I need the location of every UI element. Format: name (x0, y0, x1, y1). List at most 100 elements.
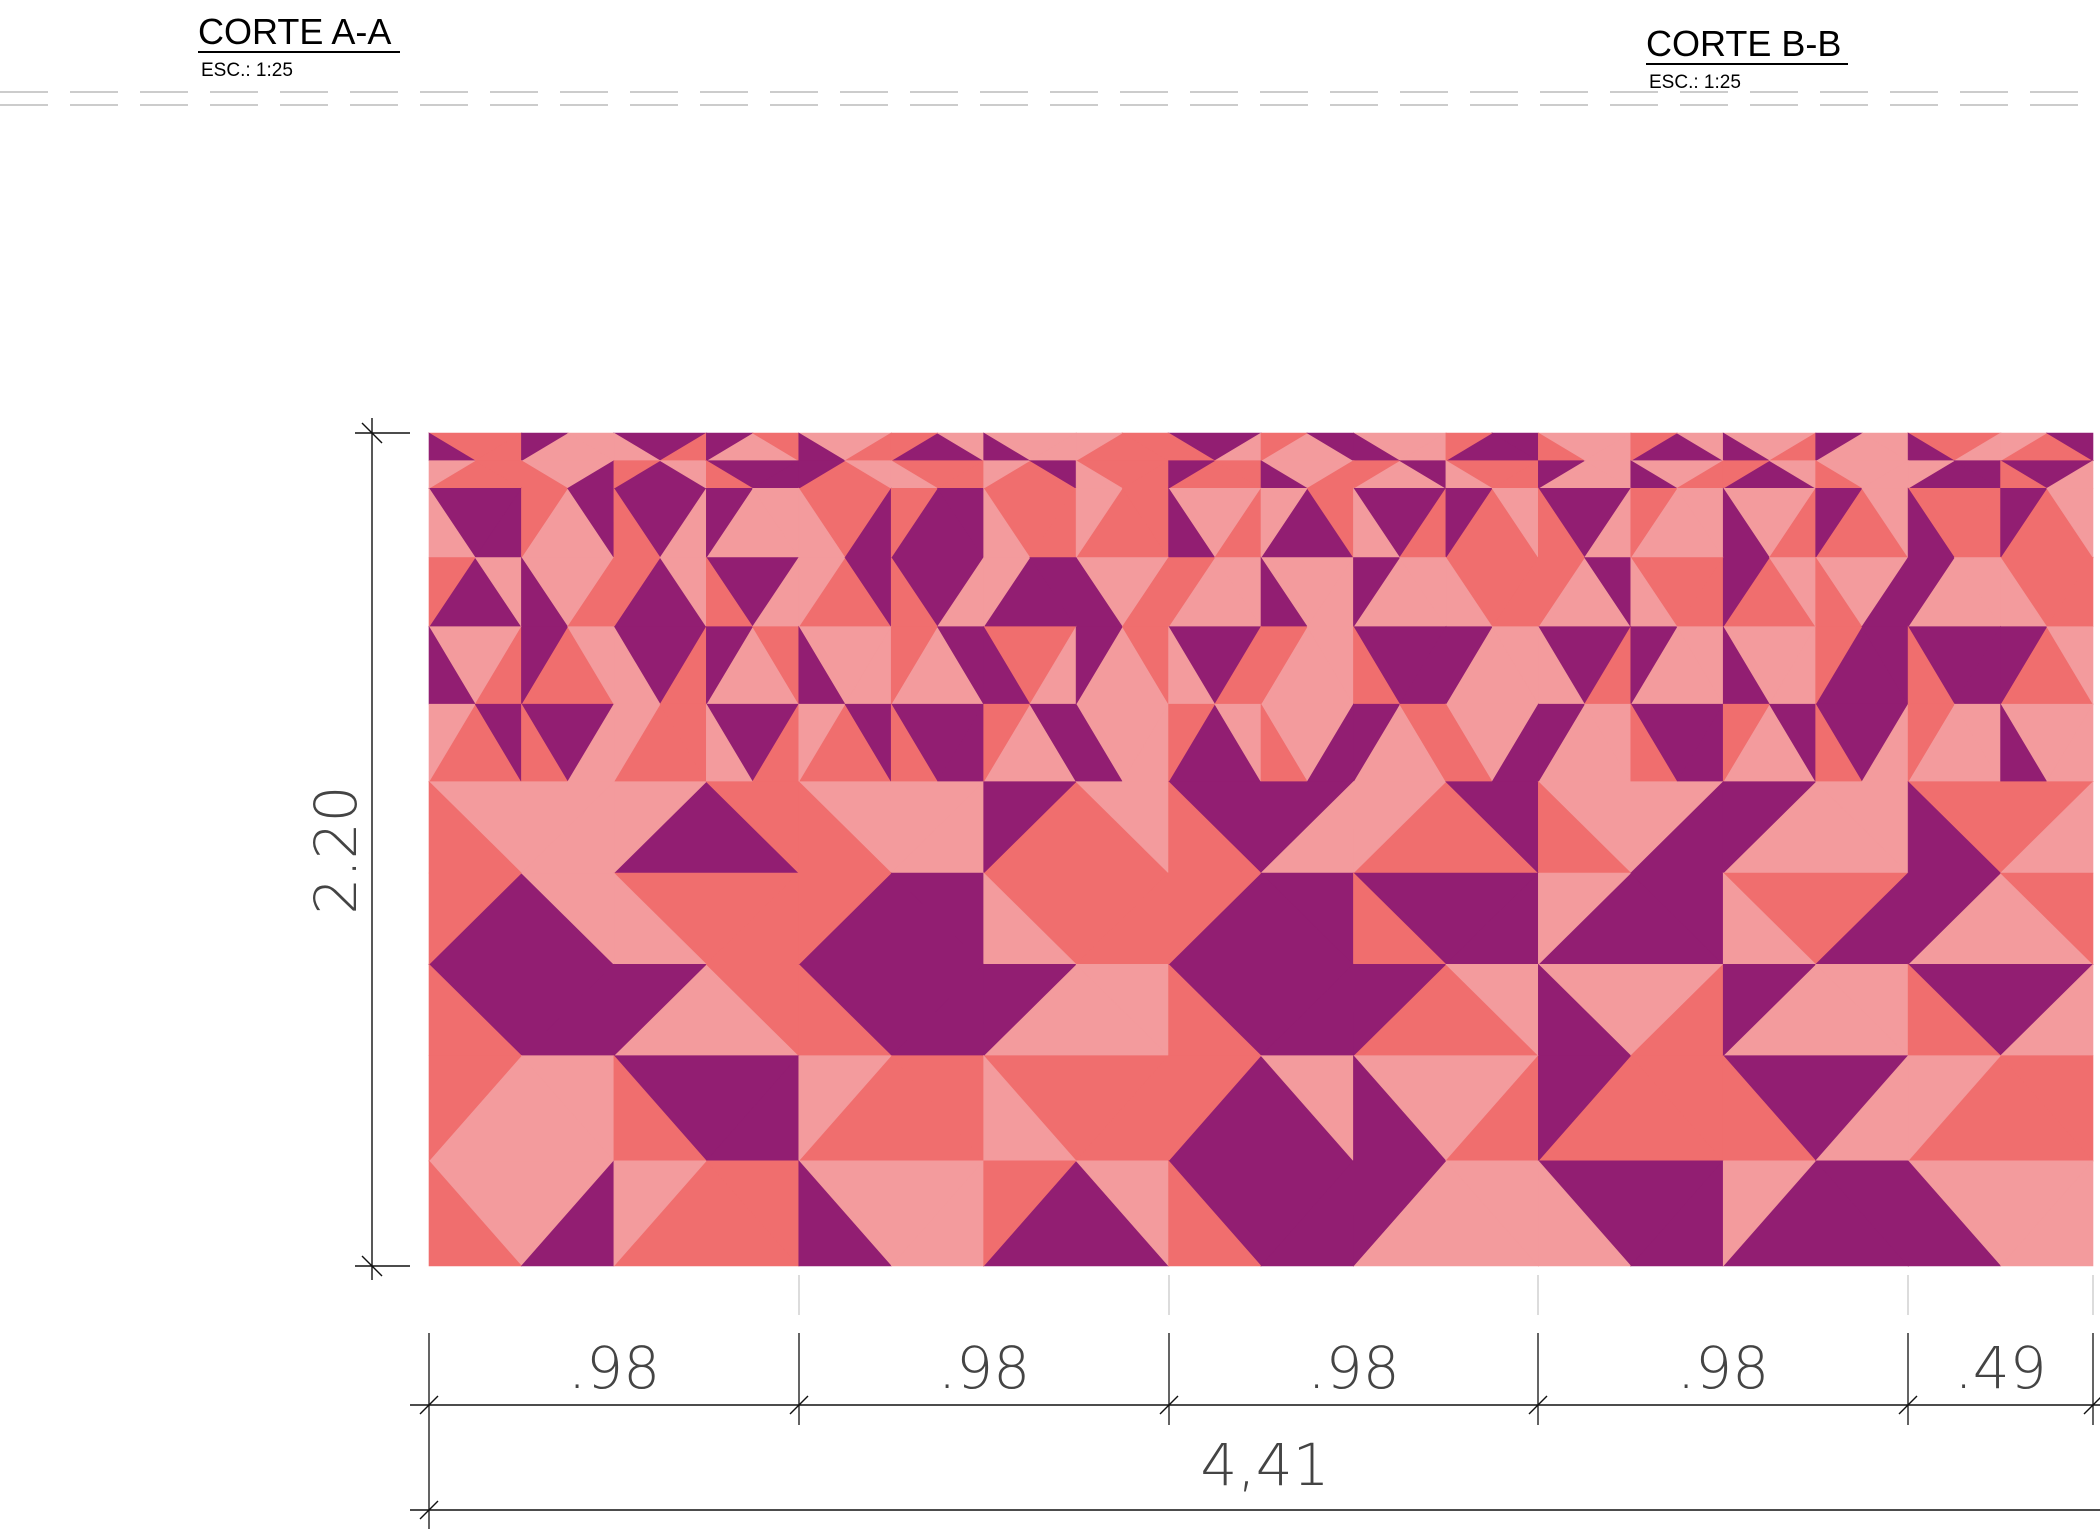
mural-triangle (428, 557, 476, 628)
mural-triangle (983, 703, 1031, 783)
mural-triangle (890, 432, 939, 462)
mural-triangle (983, 781, 1077, 874)
mural-triangle (1907, 1055, 2002, 1162)
mural-triangle (1630, 626, 1678, 706)
mural-triangle (613, 557, 661, 628)
mural-triangle (1999, 1160, 2094, 1267)
section-header-b: CORTE B-B ESC.: 1:25 (1646, 23, 1848, 93)
mural-triangle (2000, 432, 2048, 462)
mural-triangle (2000, 488, 2048, 559)
mural-triangle (798, 872, 892, 966)
mural-triangle (1722, 460, 1771, 489)
mural-triangle (1630, 432, 1679, 462)
mural-triangle (1999, 872, 2094, 966)
mural-triangle (1815, 488, 1863, 559)
mural-triangle (1168, 1055, 1262, 1162)
mural-triangle (706, 432, 754, 462)
mural-triangle (1722, 703, 1770, 783)
height-dimension: 2.20 (302, 418, 410, 1280)
mural-triangle (2046, 626, 2094, 706)
mural-triangle (1353, 1160, 1447, 1267)
section-title-a: CORTE A-A (198, 11, 391, 52)
mural-triangle (1907, 872, 2002, 966)
mural-triangle (1168, 460, 1216, 489)
mural-triangle (1168, 557, 1216, 628)
mural-triangle (983, 557, 1031, 628)
mural-triangle (1907, 1160, 2002, 1267)
height-label: 2.20 (302, 785, 370, 914)
mural-triangle (1353, 460, 1401, 489)
module-width-label: .98 (1307, 1334, 1399, 1402)
mural-triangle (1815, 432, 1863, 462)
module-tick (789, 1395, 809, 1415)
mural-triangle (2045, 432, 2094, 462)
height-tick-bottom (361, 1255, 383, 1277)
mural-triangle (428, 703, 476, 783)
sheet-separator (0, 91, 2100, 106)
mural-triangle (1722, 1160, 1817, 1267)
mural-triangle (428, 872, 523, 966)
module-width-label: .98 (568, 1334, 660, 1402)
module-tick (1528, 1395, 1548, 1415)
section-title-b: CORTE B-B (1646, 23, 1841, 64)
mural-triangle (1260, 626, 1308, 706)
width-dimensions: 4,41 .98 .98 .98 .98 .49 (410, 1275, 2100, 1529)
mural-triangle (1075, 432, 1124, 462)
mural-triangle (1722, 557, 1771, 628)
mural-triangle (521, 432, 569, 462)
mural-triangle (613, 964, 708, 1057)
mural-triangle (521, 488, 569, 559)
mural-triangle (1445, 626, 1493, 706)
module-tick (1898, 1395, 1918, 1415)
mural-triangle (890, 626, 938, 706)
mural-triangle (890, 488, 939, 559)
mural-triangle (1260, 432, 1309, 462)
mural-triangle (1538, 1160, 1632, 1267)
mural-triangle (983, 1160, 1077, 1267)
module-tick (2083, 1397, 2100, 1415)
mural-triangle (798, 460, 847, 489)
mural-triangle (798, 1055, 892, 1162)
mural-triangle (1445, 488, 1493, 559)
total-width-label: 4,41 (1200, 1431, 1329, 1499)
mural-triangle (1353, 781, 1447, 874)
mural-triangle (706, 488, 754, 559)
mural-triangle (1445, 432, 1494, 462)
mural-triangle (2000, 626, 2048, 706)
mural-triangle (2046, 488, 2094, 559)
mural-triangle (1907, 703, 1955, 783)
mural-triangle (1630, 488, 1678, 559)
mural-triangle (1075, 488, 1123, 559)
module-width-label: .98 (938, 1334, 1030, 1402)
mural-triangle (1538, 872, 1632, 966)
mural-triangle (1907, 557, 1955, 628)
mural-triangle (983, 460, 1031, 489)
mural-triangle (613, 1160, 707, 1267)
mural-triangle (983, 964, 1077, 1057)
section-header-a: CORTE A-A ESC.: 1:25 (198, 11, 400, 81)
mural-triangle (1538, 557, 1586, 628)
mural-triangle (1999, 1055, 2094, 1162)
triangle-mural (427, 432, 2095, 1267)
mural-triangle (1907, 460, 1956, 489)
mural-triangle (428, 1055, 523, 1162)
module-tick (419, 1395, 439, 1415)
mural-triangle (798, 703, 846, 783)
mural-triangle (428, 1160, 523, 1267)
mural-triangle (613, 703, 661, 783)
mural-triangle (428, 460, 477, 489)
mural-triangle (1353, 703, 1401, 783)
mural-triangle (1260, 488, 1308, 559)
mural-triangle (1168, 1160, 1262, 1267)
mural-triangle (1538, 1055, 1632, 1162)
mural-triangle (1538, 703, 1586, 783)
mural-triangle (1353, 557, 1401, 628)
mural-triangle (798, 1160, 892, 1267)
mural-triangle (1722, 964, 1817, 1057)
module-width-label: .49 (1954, 1334, 2046, 1402)
module-width-label: .98 (1677, 1334, 1769, 1402)
section-scale-b: ESC.: 1:25 (1649, 72, 1741, 93)
mural-triangle (1353, 964, 1447, 1057)
mural-triangle (1722, 781, 1817, 874)
